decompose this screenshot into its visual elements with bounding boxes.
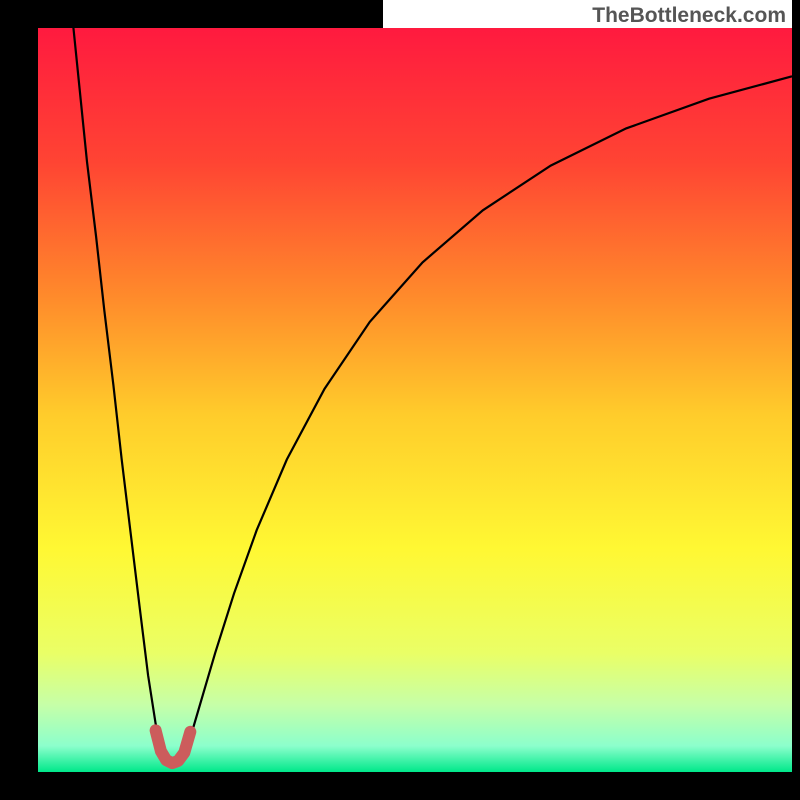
chart-svg	[0, 0, 800, 800]
frame-bottom	[0, 772, 800, 800]
plot-background	[38, 28, 792, 772]
watermark-text: TheBottleneck.com	[592, 4, 786, 28]
frame-right	[792, 0, 800, 800]
chart-container: TheBottleneck.com	[0, 0, 800, 800]
frame-left	[0, 0, 38, 800]
frame-top-strip	[38, 0, 383, 28]
